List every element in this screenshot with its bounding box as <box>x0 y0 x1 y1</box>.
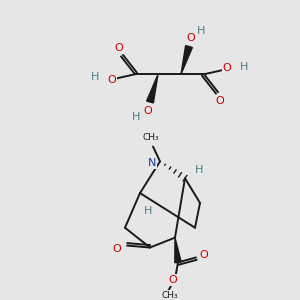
Text: H: H <box>195 165 203 175</box>
Text: H: H <box>197 26 205 36</box>
Text: O: O <box>169 275 177 285</box>
Text: O: O <box>144 106 152 116</box>
Text: H: H <box>132 112 140 122</box>
Text: N: N <box>148 158 156 168</box>
Text: CH₃: CH₃ <box>162 291 178 300</box>
Polygon shape <box>181 46 192 74</box>
Polygon shape <box>147 74 158 103</box>
Text: H: H <box>144 206 152 216</box>
Text: O: O <box>187 33 195 43</box>
Text: CH₃: CH₃ <box>143 133 159 142</box>
Text: O: O <box>115 43 123 52</box>
Text: O: O <box>108 75 116 85</box>
Text: H: H <box>91 72 99 82</box>
Text: O: O <box>223 63 231 73</box>
Text: O: O <box>200 250 208 260</box>
Text: O: O <box>216 96 224 106</box>
Polygon shape <box>175 238 181 263</box>
Text: H: H <box>240 62 248 72</box>
Text: O: O <box>112 244 122 254</box>
